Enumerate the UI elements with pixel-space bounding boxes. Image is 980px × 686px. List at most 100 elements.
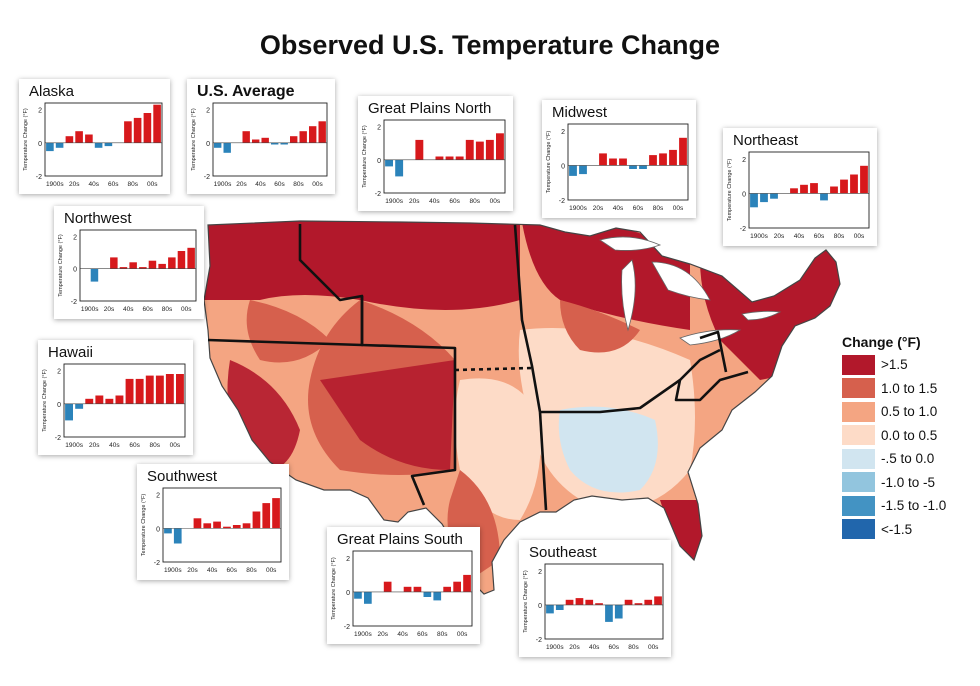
x-tick-label: 20s <box>104 306 115 313</box>
legend-label: 1.0 to 1.5 <box>881 380 938 396</box>
y-tick-label: 2 <box>206 108 210 115</box>
y-axis-label: Temperature Change (°F) <box>331 557 337 620</box>
bar <box>569 165 577 176</box>
x-tick-label: 20s <box>89 442 100 449</box>
inset-title: Great Plains South <box>337 531 463 548</box>
x-tick-label: 80s <box>628 644 639 651</box>
x-tick-label: 60s <box>274 181 285 188</box>
x-tick-label: 40s <box>613 205 624 212</box>
x-tick-label: 00s <box>457 631 468 638</box>
inset-title: Great Plains North <box>368 100 492 117</box>
bar <box>354 591 362 599</box>
y-tick-label: -2 <box>740 226 746 233</box>
x-tick-label: 60s <box>129 442 140 449</box>
bar <box>609 158 617 166</box>
x-tick-label: 40s <box>123 306 134 313</box>
bar <box>46 142 54 152</box>
legend-item: 0.0 to 0.5 <box>842 424 974 448</box>
bar <box>139 267 147 269</box>
bar <box>85 134 93 143</box>
legend-swatch <box>842 472 875 493</box>
x-tick-label: 00s <box>181 306 192 313</box>
plot-frame <box>44 102 163 177</box>
y-tick-label: 0 <box>538 603 542 610</box>
y-axis-label: Temperature Change (°F) <box>523 570 529 633</box>
legend-item: -1.5 to -1.0 <box>842 494 974 518</box>
legend-swatch <box>842 378 875 399</box>
bar <box>153 104 161 143</box>
bar <box>639 165 647 169</box>
bar <box>614 604 623 619</box>
x-tick-label: 60s <box>449 198 460 205</box>
bar <box>619 158 627 166</box>
inset-northwest: Northwest Temperature Change (°F) 2 0 -2 190… <box>54 206 204 319</box>
y-tick-label: -2 <box>154 560 160 567</box>
region-boundary-dashed <box>454 366 533 372</box>
x-tick-label: 40s <box>589 644 600 651</box>
legend-label: <-1.5 <box>881 521 913 537</box>
bar <box>176 374 184 404</box>
bar <box>242 523 251 529</box>
bar <box>232 525 241 529</box>
inset-southwest: Southwest Temperature Change (°F) 2 0 -2 190… <box>137 464 289 580</box>
bar-chart: Temperature Change (°F) 2 0 -2 1900s 20s 40s 60… <box>546 123 689 212</box>
y-tick-label: 2 <box>742 157 746 164</box>
bar <box>750 193 758 208</box>
inset-us-average: U.S. Average Temperature Change (°F) 2 0 -2… <box>187 79 335 194</box>
great-lakes <box>599 236 782 346</box>
bar-chart: Temperature Change (°F) 2 0 -2 1900s 20s 40s 60… <box>191 102 328 188</box>
x-tick-label: 00s <box>312 181 323 188</box>
y-tick-label: 2 <box>561 129 565 136</box>
bar <box>148 260 157 269</box>
inset-title: Southwest <box>147 468 218 485</box>
bar <box>629 165 637 169</box>
bar <box>252 511 261 529</box>
x-tick-label: 1900s <box>750 233 768 240</box>
bar <box>579 165 587 175</box>
x-tick-label: 40s <box>109 442 120 449</box>
bar <box>800 184 808 194</box>
inset-midwest: Midwest Temperature Change (°F) 2 0 -2 1900s… <box>542 100 696 218</box>
bar <box>810 183 818 194</box>
y-axis-label: Temperature Change (°F) <box>727 159 733 222</box>
x-tick-label: 20s <box>593 205 604 212</box>
bar <box>223 526 231 529</box>
bar <box>75 131 83 143</box>
us-outline <box>203 220 841 595</box>
y-tick-label: 2 <box>73 234 77 241</box>
bar <box>143 113 152 143</box>
y-axis-label: Temperature Change (°F) <box>58 234 64 297</box>
y-tick-label: 2 <box>38 108 42 115</box>
bar <box>463 574 471 592</box>
bar <box>223 142 231 153</box>
legend-item: <-1.5 <box>842 518 974 542</box>
bar <box>105 398 114 404</box>
legend-label: -.5 to 0.0 <box>881 451 935 467</box>
x-tick-label: 20s <box>409 198 420 205</box>
inset-title: Northeast <box>733 132 799 149</box>
x-tick-label: 1900s <box>546 644 564 651</box>
bar <box>760 193 768 203</box>
plot-frame <box>212 102 328 177</box>
y-tick-label: 0 <box>38 141 42 148</box>
bar <box>443 586 451 592</box>
x-tick-label: 40s <box>397 631 408 638</box>
bar <box>565 599 574 605</box>
x-tick-label: 80s <box>150 442 161 449</box>
bar <box>770 193 778 199</box>
legend-label: 0.5 to 1.0 <box>881 404 938 420</box>
x-tick-label: 1900s <box>81 306 99 313</box>
plot-frame <box>162 487 282 563</box>
bar <box>669 149 677 166</box>
y-axis-label: Temperature Change (°F) <box>191 108 197 171</box>
bar <box>299 131 307 143</box>
legend-label: -1.0 to -5 <box>881 474 936 490</box>
bar <box>423 591 432 597</box>
bar-chart: Temperature Change (°F) 2 0 -2 1900s 20s 40s 60… <box>141 487 282 574</box>
x-tick-label: 80s <box>293 181 304 188</box>
bar <box>213 521 221 529</box>
legend-item: -.5 to 0.0 <box>842 447 974 471</box>
bar <box>242 131 250 143</box>
bar <box>164 528 172 534</box>
bar <box>850 174 858 194</box>
